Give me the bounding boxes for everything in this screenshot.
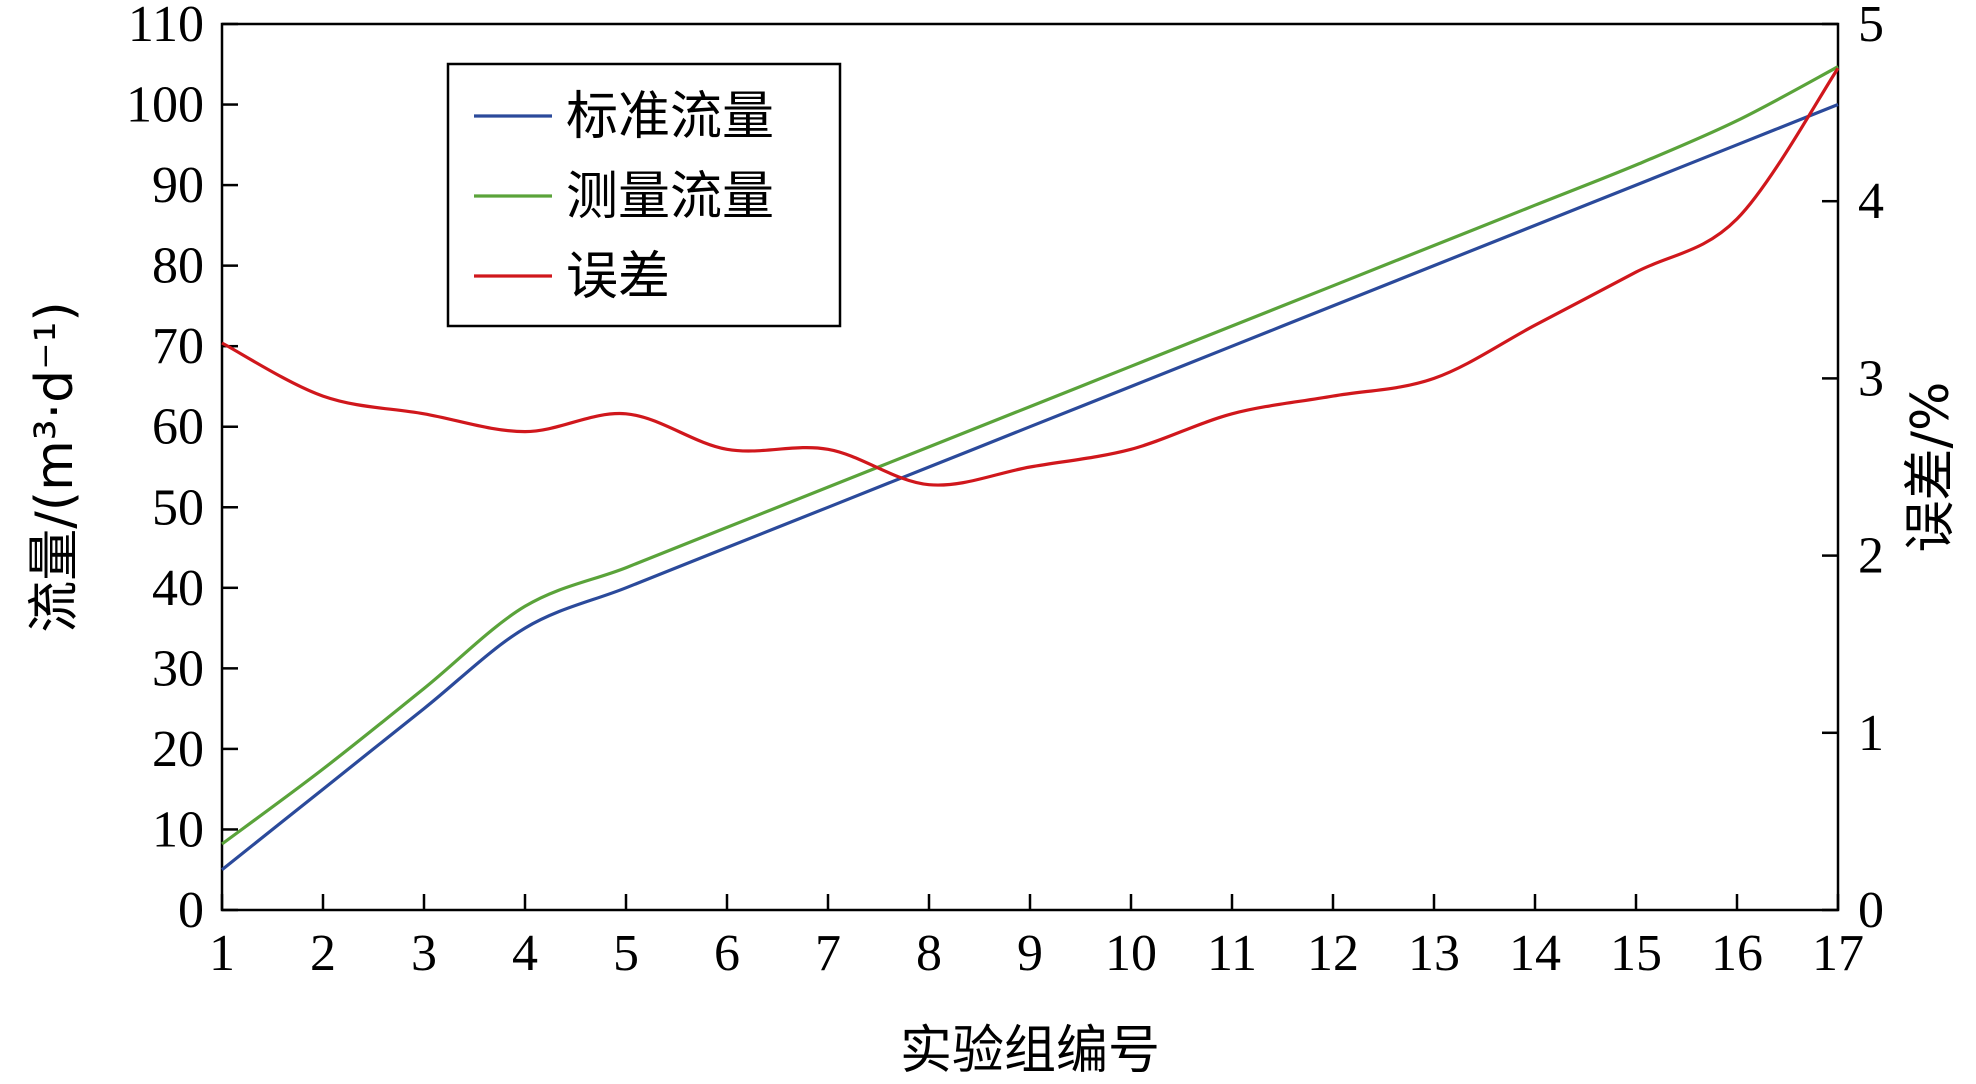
left-y-tick-label: 10: [152, 801, 204, 858]
x-tick-label: 16: [1711, 925, 1763, 982]
right-y-tick-label: 1: [1858, 705, 1884, 762]
legend-label: 误差: [566, 247, 670, 307]
x-tick-label: 6: [714, 925, 740, 982]
series-line-1: [221, 103, 1839, 871]
left-y-tick-label: 110: [128, 0, 204, 53]
right-y-tick-label: 5: [1858, 0, 1884, 53]
right-y-tick-label: 3: [1858, 350, 1884, 407]
series-line-3: [221, 67, 1840, 487]
x-tick-label: 15: [1610, 925, 1662, 982]
right-y-tick-label: 0: [1858, 882, 1884, 939]
x-tick-label: 1: [209, 925, 235, 982]
x-tick-label: 10: [1105, 925, 1157, 982]
x-tick-label: 9: [1017, 925, 1043, 982]
left-y-axis-title: 流量/(m³·d⁻¹): [25, 301, 85, 632]
legend-label: 标准流量: [566, 87, 774, 147]
x-tick-label: 17: [1812, 925, 1864, 982]
x-tick-label: 7: [815, 925, 841, 982]
x-tick-label: 13: [1408, 925, 1460, 982]
left-y-tick-label: 90: [152, 157, 204, 214]
left-y-tick-label: 60: [152, 399, 204, 456]
x-axis-title: 实验组编号: [900, 1021, 1160, 1081]
x-tick-label: 5: [613, 925, 639, 982]
x-tick-label: 4: [512, 925, 538, 982]
left-y-tick-label: 80: [152, 238, 204, 295]
left-y-tick-label: 30: [152, 640, 204, 697]
left-y-tick-label: 20: [152, 721, 204, 778]
left-y-tick-label: 0: [178, 882, 204, 939]
series-lines: [221, 65, 1840, 871]
right-y-tick-label: 2: [1858, 528, 1884, 585]
left-y-tick-label: 50: [152, 479, 204, 536]
x-tick-label: 11: [1207, 925, 1257, 982]
right-y-axis-title: 误差/%: [1901, 382, 1961, 553]
left-y-tick-label: 70: [152, 318, 204, 375]
x-tick-label: 8: [916, 925, 942, 982]
right-y-tick-label: 4: [1858, 173, 1884, 230]
series-line-2: [221, 65, 1839, 846]
x-tick-label: 2: [310, 925, 336, 982]
left-y-tick-label: 40: [152, 560, 204, 617]
x-tick-label: 12: [1307, 925, 1359, 982]
x-tick-label: 3: [411, 925, 437, 982]
left-y-tick-label: 100: [126, 77, 204, 134]
x-tick-label: 14: [1509, 925, 1561, 982]
legend-label: 测量流量: [566, 167, 774, 227]
